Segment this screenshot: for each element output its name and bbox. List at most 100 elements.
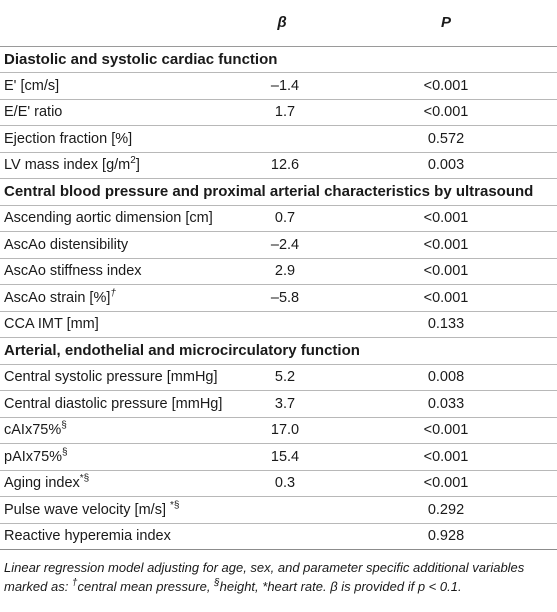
row-label: Pulse wave velocity [m/s] *§ [0,497,237,524]
row-beta: 1.7 [274,104,296,121]
table-row: pAIx75%§ 15.4 <0.001 [0,444,557,471]
row-label: E/E' ratio [0,99,237,126]
row-label-footnote-mark: *§ [170,499,180,511]
header-p: P [440,14,451,32]
row-label-footnote-mark: *§ [79,473,90,485]
header-row: β P [0,0,557,46]
table-row: E/E' ratio 1.7 <0.001 [0,99,557,126]
table-row: Central systolic pressure [mmHg] 5.2 0.008 [0,364,557,391]
row-beta: 2.9 [274,263,296,280]
table-row: CCA IMT [mm] 0.133 [0,311,557,338]
row-label: AscAo stiffness index [0,258,237,285]
footnote-text-a: marked as: [4,579,72,594]
table-body: Diastolic and systolic cardiac function E… [0,46,557,550]
row-p-value: <0.001 [423,289,469,306]
table-footnote: Linear regression model adjusting for ag… [0,550,557,596]
row-label-text: AscAo distensibility [4,236,129,253]
footnote-section-mark: § [214,577,220,589]
row-p-value: 0.033 [427,395,465,412]
row-label-footnote-mark: † [110,287,116,299]
footnote-text-b: central mean pressure, [77,579,215,594]
table-row: cAIx75%§ 17.0 <0.001 [0,417,557,444]
row-label-text: AscAo strain [%] [4,289,111,306]
row-label-footnote-mark: 2 [130,155,136,167]
row-beta: 0.3 [274,475,296,492]
row-p-value: <0.001 [423,104,469,121]
row-label: CCA IMT [mm] [0,311,237,338]
row-label-footnote-mark: § [61,420,67,432]
footnote-dagger: † [71,577,78,589]
row-label: Central diastolic pressure [mmHg] [0,391,237,418]
row-p-value: <0.001 [423,448,469,465]
row-label-text: AscAo stiffness index [4,263,142,280]
row-beta: –5.8 [270,289,300,306]
row-p-value: 0.003 [427,157,465,174]
table-row: Central diastolic pressure [mmHg] 3.7 0.03… [0,391,557,418]
row-label: AscAo distensibility [0,232,237,259]
footnote-line-2: marked as: †central mean pressure, §heig… [4,577,553,596]
row-beta: 3.7 [274,395,296,412]
section-header-row: Central blood pressure and proximal arte… [0,179,557,205]
row-beta [237,497,327,524]
row-label: pAIx75%§ [0,444,237,471]
results-table: β P Diastolic and systolic cardiac funct… [0,0,557,550]
table-row: Pulse wave velocity [m/s] *§ 0.292 [0,497,557,524]
table-row: Ascending aortic dimension [cm] 0.7 <0.001 [0,205,557,232]
section-title: Diastolic and systolic cardiac function [4,50,278,68]
row-p-value: <0.001 [423,210,469,227]
row-beta: 15.4 [270,448,300,465]
row-label-text: E/E' ratio [4,104,63,121]
row-label: AscAo strain [%]† [0,285,237,312]
section-header-row: Arterial, endothelial and microcirculato… [0,338,557,364]
row-p-value: 0.292 [427,501,465,518]
header-beta: β [277,14,287,32]
section-title: Arterial, endothelial and microcirculato… [4,342,360,360]
row-label-text: Pulse wave velocity [m/s] [4,501,170,518]
table-header: β P [0,0,557,46]
table-row: Reactive hyperemia index 0.928 [0,523,557,550]
row-beta: –1.4 [270,77,300,94]
section-title: Central blood pressure and proximal arte… [4,183,534,201]
row-beta: 5.2 [274,369,296,386]
row-label-text: CCA IMT [mm] [4,316,99,333]
row-label-text: Ejection fraction [%] [4,130,133,147]
row-label-text: Ascending aortic dimension [cm] [4,210,213,227]
row-label-text: Aging index [4,475,80,492]
section-header-row: Diastolic and systolic cardiac function [0,46,557,73]
row-label: Reactive hyperemia index [0,523,237,550]
row-p-value: 0.572 [427,130,465,147]
row-label: LV mass index [g/m2] [0,152,237,179]
row-label-text: Central systolic pressure [mmHg] [4,369,218,386]
table-row: LV mass index [g/m2] 12.6 0.003 [0,152,557,179]
table-row: Ejection fraction [%] 0.572 [0,126,557,153]
row-label: Aging index*§ [0,470,237,497]
row-p-value: <0.001 [423,236,469,253]
row-p-value: 0.133 [427,316,465,333]
table-row: AscAo distensibility –2.4 <0.001 [0,232,557,259]
row-beta: 0.7 [274,210,296,227]
row-label-text: pAIx75% [4,448,63,465]
row-label-text: cAIx75% [4,422,62,439]
row-p-value: <0.001 [423,475,469,492]
header-label-cell [0,0,237,46]
row-label: Ascending aortic dimension [cm] [0,205,237,232]
row-beta [237,523,327,550]
row-label-text: Central diastolic pressure [mmHg] [4,395,223,412]
row-label: E' [cm/s] [0,73,237,100]
table-row: E' [cm/s] –1.4 <0.001 [0,73,557,100]
row-beta [237,311,327,338]
footnote-text-c: height, *heart rate. β is provided if p … [219,579,462,594]
row-label-text: LV mass index [g/m [4,157,131,174]
footnote-line-1: Linear regression model adjusting for ag… [4,560,525,575]
table-row: AscAo strain [%]† –5.8 <0.001 [0,285,557,312]
row-label-footnote-mark: § [62,446,68,458]
row-p-value: 0.008 [427,369,465,386]
row-label-text: Reactive hyperemia index [4,528,171,545]
table-row: Aging index*§ 0.3 <0.001 [0,470,557,497]
row-p-value: <0.001 [423,422,469,439]
row-p-value: 0.928 [427,528,465,545]
row-label: Ejection fraction [%] [0,126,237,153]
row-label: Central systolic pressure [mmHg] [0,364,237,391]
row-beta [237,126,327,153]
results-table-container: β P Diastolic and systolic cardiac funct… [0,0,557,596]
